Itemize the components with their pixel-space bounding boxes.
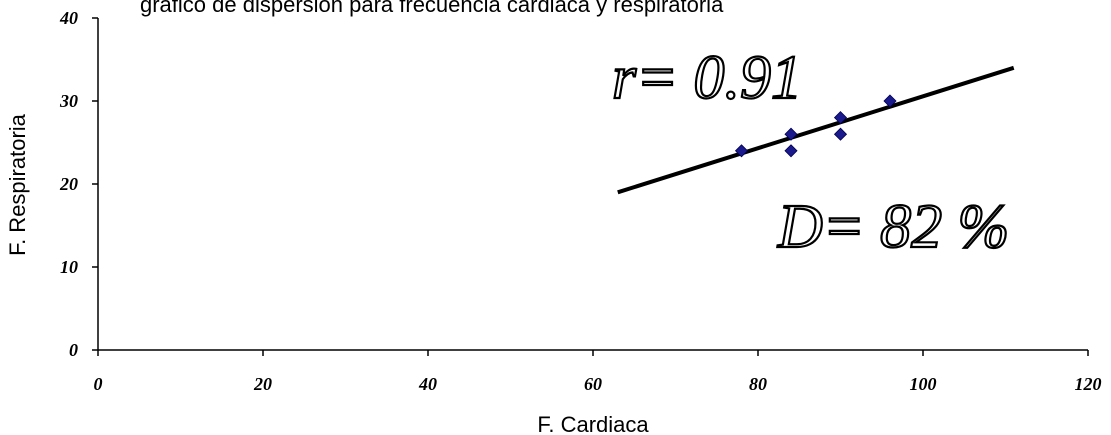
y-axis-ticks: 0 10 20 30 40	[59, 8, 98, 360]
data-points	[734, 94, 897, 158]
x-tick-label: 60	[584, 374, 602, 394]
x-tick-label: 40	[418, 374, 437, 394]
data-point	[833, 127, 848, 141]
data-point	[784, 127, 798, 141]
y-tick-label: 30	[59, 91, 78, 111]
x-tick-label: 100	[910, 374, 937, 394]
data-point	[784, 144, 798, 158]
chart-title: grafico de dispersion para frecuencia ca…	[140, 0, 724, 17]
x-tick-label: 80	[749, 374, 767, 394]
annotation-r: r= 0.91	[612, 44, 802, 112]
x-tick-label: 120	[1075, 374, 1102, 394]
y-tick-label: 20	[59, 174, 78, 194]
y-tick-label: 0	[69, 340, 78, 360]
x-axis-title: F. Cardiaca	[537, 412, 649, 435]
y-axis-title: F. Respiratoria	[5, 113, 30, 256]
data-point	[883, 94, 897, 108]
annotation-d: D= 82 %	[777, 193, 1009, 261]
y-tick-label: 40	[59, 8, 78, 28]
x-tick-label: 0	[94, 374, 103, 394]
data-point	[833, 111, 848, 125]
x-tick-label: 20	[253, 374, 272, 394]
x-axis-ticks: 0 20 40 60 80 100 120	[94, 350, 1102, 394]
data-point	[734, 144, 749, 158]
trendline	[617, 65, 1015, 195]
y-tick-label: 10	[60, 257, 78, 277]
